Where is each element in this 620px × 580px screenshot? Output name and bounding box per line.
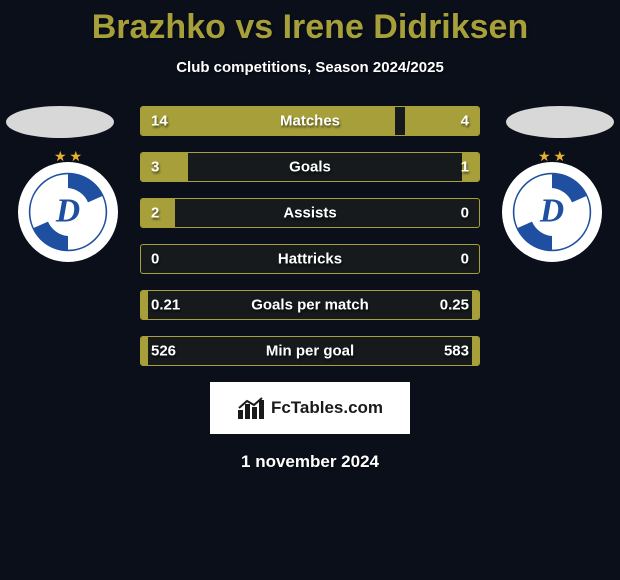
stat-value-right: 4: [461, 113, 469, 130]
stat-label: Min per goal: [266, 343, 354, 360]
stat-value-left: 2: [151, 205, 159, 222]
star-icon: ★: [538, 148, 551, 165]
stat-row: 0 0 Hattricks: [140, 244, 480, 274]
stat-value-right: 1: [461, 159, 469, 176]
crest-stars-right: ★ ★: [538, 148, 566, 165]
crest-svg-left: D: [28, 172, 108, 252]
stat-label: Matches: [280, 113, 340, 130]
stat-fill-left: [141, 153, 188, 181]
bar-chart-icon: [237, 396, 265, 420]
stat-fill-left: [141, 107, 395, 135]
stat-value-right: 0.25: [440, 297, 469, 314]
stat-fill-left: [141, 337, 148, 365]
stat-label: Goals per match: [251, 297, 369, 314]
stat-label: Goals: [289, 159, 331, 176]
stat-label: Hattricks: [278, 251, 342, 268]
stat-row: 3 1 Goals: [140, 152, 480, 182]
comparison-content: ★ ★ D ★ ★ D 144Matches31Goals20Assists00…: [0, 106, 620, 472]
stat-fill-right: [472, 337, 479, 365]
stat-value-left: 526: [151, 343, 176, 360]
stat-row: 526 583 Min per goal: [140, 336, 480, 366]
comparison-subtitle: Club competitions, Season 2024/2025: [0, 59, 620, 76]
crest-svg-right: D: [512, 172, 592, 252]
stat-row: 2 0 Assists: [140, 198, 480, 228]
star-icon: ★: [554, 148, 567, 165]
stat-label: Assists: [283, 205, 336, 222]
stat-value-right: 0: [461, 251, 469, 268]
stat-row: 0.21 0.25 Goals per match: [140, 290, 480, 320]
stat-value-left: 0.21: [151, 297, 180, 314]
stat-value-right: 583: [444, 343, 469, 360]
stat-value-left: 0: [151, 251, 159, 268]
svg-text:D: D: [539, 193, 564, 230]
brand-logo[interactable]: FcTables.com: [210, 382, 410, 434]
club-crest-left: ★ ★ D: [18, 162, 118, 262]
star-icon: ★: [54, 148, 67, 165]
club-crest-right: ★ ★ D: [502, 162, 602, 262]
comparison-title: Brazhko vs Irene Didriksen: [0, 0, 620, 47]
stat-fill-left: [141, 291, 148, 319]
stat-fill-right: [472, 291, 479, 319]
star-icon: ★: [70, 148, 83, 165]
stat-value-left: 3: [151, 159, 159, 176]
stat-value-left: 14: [151, 113, 168, 130]
svg-text:D: D: [55, 193, 80, 230]
crest-stars-left: ★ ★: [54, 148, 82, 165]
comparison-date: 1 november 2024: [0, 452, 620, 472]
flag-right: [506, 106, 614, 138]
stat-row: 14 4 Matches: [140, 106, 480, 136]
stat-value-right: 0: [461, 205, 469, 222]
brand-text: FcTables.com: [271, 398, 383, 418]
flag-left: [6, 106, 114, 138]
stat-bars-container: 14 4 Matches 3 1 Goals 2 0 Assists 0 0 Hattricks 0.2…: [140, 106, 480, 366]
